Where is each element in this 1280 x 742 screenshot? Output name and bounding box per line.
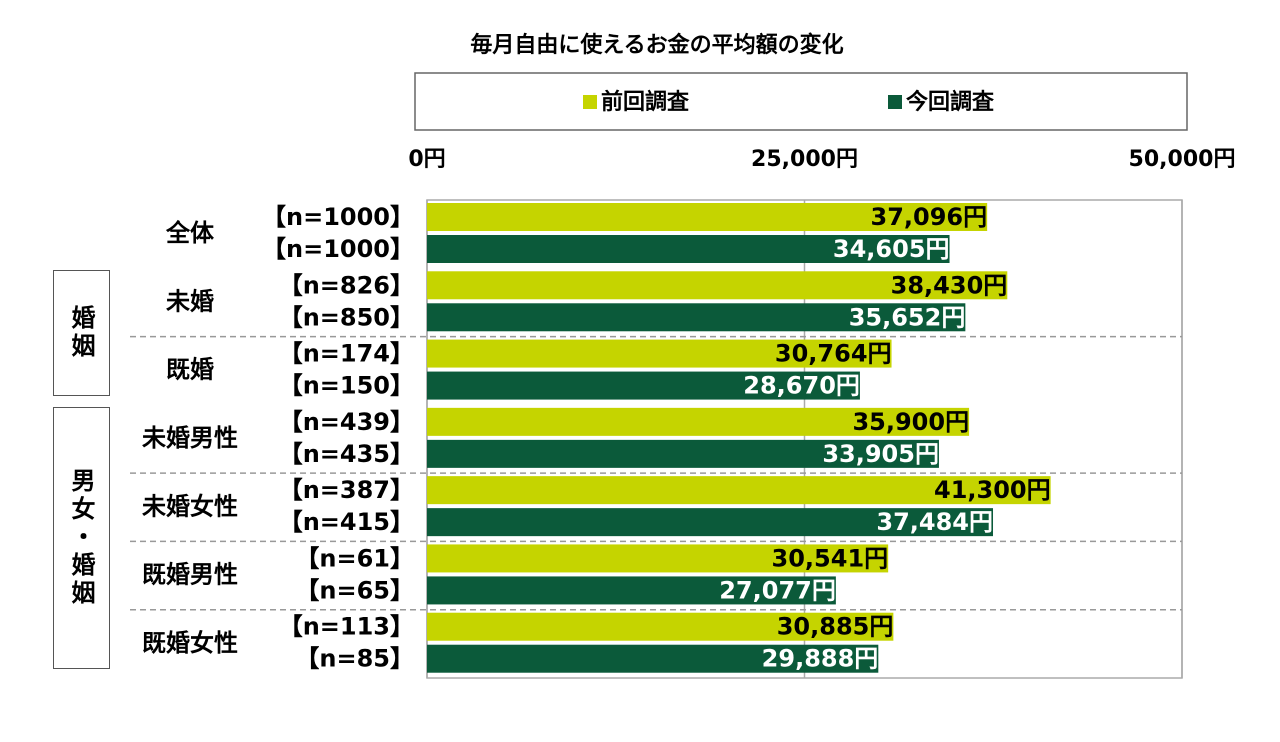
- bar: [427, 203, 988, 231]
- bar: [427, 371, 860, 400]
- x-tick-label: 50,000円: [1129, 147, 1236, 172]
- n-label: 【n=61】: [295, 544, 414, 572]
- bar: [427, 407, 970, 436]
- bar: [427, 303, 966, 332]
- n-label: 【n=65】: [295, 576, 414, 604]
- category-label: 未婚男性: [142, 424, 238, 452]
- bar: [427, 476, 1051, 505]
- category-label: 既婚女性: [142, 629, 238, 657]
- legend-label: 前回調査: [601, 89, 690, 115]
- legend-swatch: [583, 95, 597, 109]
- bar: [427, 235, 950, 263]
- chart-title: 毎月自由に使えるお金の平均額の変化: [470, 32, 843, 58]
- group-label: 男女・婚姻: [67, 468, 95, 608]
- bar: [427, 339, 892, 368]
- n-label: 【n=1000】: [262, 235, 414, 263]
- value-label: 33,905円: [822, 440, 939, 468]
- value-label: 30,764円: [775, 340, 892, 368]
- legend-box: [414, 72, 1188, 131]
- n-label: 【n=415】: [279, 508, 414, 536]
- plot-border: [426, 199, 1183, 679]
- value-label: 38,430円: [891, 271, 1008, 299]
- n-label: 【n=113】: [279, 613, 414, 641]
- x-tick-label: 25,000円: [751, 147, 858, 172]
- category-label: 未婚: [166, 287, 214, 315]
- bar: [427, 612, 894, 641]
- bar: [427, 576, 836, 605]
- value-label: 37,096円: [871, 203, 988, 231]
- group-box: 婚姻: [53, 270, 110, 396]
- n-label: 【n=387】: [279, 476, 414, 504]
- value-label: 28,670円: [743, 372, 860, 400]
- group-label: 婚姻: [67, 305, 95, 361]
- bar: [427, 644, 879, 673]
- value-label: 35,900円: [852, 408, 969, 436]
- n-label: 【n=150】: [279, 372, 414, 400]
- value-label: 30,885円: [777, 613, 894, 641]
- value-label: 30,541円: [772, 544, 889, 572]
- bar: [427, 508, 994, 537]
- n-label: 【n=826】: [279, 271, 414, 299]
- category-label: 既婚: [166, 356, 214, 384]
- n-label: 【n=435】: [279, 440, 414, 468]
- value-label: 34,605円: [833, 235, 950, 263]
- legend-label: 今回調査: [906, 89, 995, 115]
- value-label: 35,652円: [849, 303, 966, 331]
- category-label: 全体: [165, 219, 215, 247]
- value-label: 37,484円: [876, 508, 993, 536]
- value-label: 27,077円: [719, 576, 836, 604]
- category-label: 既婚男性: [142, 561, 238, 589]
- value-label: 29,888円: [762, 645, 879, 673]
- legend-swatch: [888, 95, 902, 109]
- n-label: 【n=85】: [295, 645, 414, 673]
- bar: [427, 271, 1008, 300]
- group-box: 男女・婚姻: [53, 407, 110, 669]
- bar: [427, 439, 939, 468]
- x-tick-label: 0円: [408, 147, 445, 172]
- value-label: 41,300円: [934, 476, 1051, 504]
- bar: [427, 544, 889, 573]
- n-label: 【n=174】: [279, 340, 414, 368]
- category-label: 未婚女性: [142, 492, 238, 520]
- n-label: 【n=1000】: [262, 203, 414, 231]
- n-label: 【n=439】: [279, 408, 414, 436]
- n-label: 【n=850】: [279, 303, 414, 331]
